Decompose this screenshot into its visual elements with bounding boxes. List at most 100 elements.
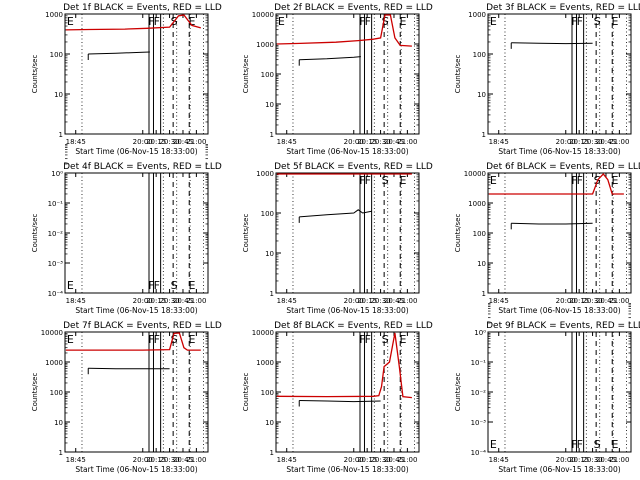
y-tick-label: 1000 — [45, 11, 63, 19]
x-axis-label: Start Time (06-Nov-15 18:33:00) — [498, 465, 620, 474]
lld-series-line — [276, 14, 412, 47]
x-tick-label: 20:45 — [384, 456, 404, 464]
plot-frame — [487, 172, 632, 294]
x-axis-label: Start Time (06-Nov-15 18:33:00) — [75, 147, 197, 156]
chart-panel-6: Det 6f BLACK = Events, RED = LLD 1 10 100 10… — [454, 162, 640, 315]
x-tick-label: 20:45 — [596, 138, 616, 146]
flag-marker-label: F — [359, 15, 365, 28]
flag-marker-label: S — [382, 174, 389, 187]
y-tick-label: 10 — [54, 91, 63, 99]
flag-marker-label: F — [571, 438, 577, 451]
x-tick-label: 20:30 — [582, 297, 602, 305]
y-tick-label: 10⁻⁴ — [48, 290, 64, 298]
x-tick-label: 18:45 — [66, 297, 86, 305]
x-tick-label: 20:00 — [344, 297, 364, 305]
panel-title: Det 6f BLACK = Events, RED = LLD — [486, 162, 640, 172]
flag-marker-label: E — [399, 333, 406, 346]
events-series-line — [88, 367, 170, 370]
x-tick-label: 18:45 — [66, 456, 86, 464]
plot-frame — [275, 13, 420, 135]
y-tick-label: 1000 — [256, 41, 274, 49]
y-tick-label: 10⁻¹ — [471, 359, 487, 367]
y-axis-label: Counts/sec — [242, 373, 250, 412]
y-tick-label: 10⁰ — [51, 170, 63, 178]
y-axis-label: Counts/sec — [242, 214, 250, 253]
y-axis-label: Counts/sec — [454, 373, 462, 412]
x-tick-label: 18:45 — [277, 456, 297, 464]
x-tick-label: 20:00 — [344, 138, 364, 146]
x-tick-label: 21:00 — [186, 456, 206, 464]
flag-marker-label: F — [154, 15, 160, 28]
x-tick-label: 20:15 — [146, 297, 166, 305]
chart-panel-7: Det 7f BLACK = Events, RED = LLD 1 10 100 10… — [31, 321, 222, 474]
x-tick-label: 21:00 — [397, 138, 417, 146]
events-series-line — [299, 400, 381, 403]
x-tick-label: 20:30 — [370, 138, 390, 146]
y-tick-label: 1 — [482, 131, 486, 139]
x-tick-label: 20:30 — [582, 138, 602, 146]
flag-marker-label: F — [571, 174, 577, 187]
y-tick-label: 100 — [473, 51, 486, 59]
lld-series-line — [65, 14, 201, 31]
x-tick-label: 20:00 — [133, 138, 153, 146]
x-tick-label: 20:45 — [596, 456, 616, 464]
x-axis-label: Start Time (06-Nov-15 18:33:00) — [286, 306, 408, 315]
y-tick-label: 1000 — [45, 359, 63, 367]
y-tick-label: 1 — [59, 131, 63, 139]
flag-marker-label: S — [594, 15, 601, 28]
y-tick-label: 10 — [265, 250, 274, 258]
chart-panel-8: Det 8f BLACK = Events, RED = LLD 1 10 100 10… — [242, 321, 433, 474]
x-tick-label: 20:45 — [173, 297, 193, 305]
y-tick-label: 10000 — [252, 329, 274, 337]
chart-panel-2: Det 2f BLACK = Events, RED = LLD 1 10 100 10… — [242, 3, 433, 156]
panel-title: Det 5f BLACK = Events, RED = LLD — [274, 162, 433, 172]
x-tick-label: 20:45 — [173, 456, 193, 464]
x-tick-label: 20:30 — [582, 456, 602, 464]
y-tick-label: 100 — [261, 389, 274, 397]
flag-marker-label: E — [611, 438, 618, 451]
flag-marker-label: F — [577, 15, 583, 28]
x-axis-label: Start Time (06-Nov-15 18:33:00) — [75, 306, 197, 315]
flag-marker-label: F — [148, 279, 154, 292]
flag-marker-label: F — [365, 15, 371, 28]
x-tick-label: 20:30 — [370, 297, 390, 305]
y-tick-label: 1 — [270, 449, 274, 457]
x-tick-label: 21:00 — [186, 297, 206, 305]
x-tick-label: 20:45 — [384, 297, 404, 305]
x-tick-label: 20:45 — [596, 297, 616, 305]
y-tick-label: 10000 — [41, 329, 63, 337]
y-axis-label: Counts/sec — [31, 214, 39, 253]
x-tick-label: 20:15 — [357, 138, 377, 146]
panel-title: Det 9f BLACK = Events, RED = LLD — [486, 321, 640, 331]
plot-frame — [487, 331, 632, 453]
x-tick-label: 20:00 — [556, 456, 576, 464]
flag-marker-label: E — [490, 174, 497, 187]
flag-marker-label: F — [359, 333, 365, 346]
x-tick-label: 20:15 — [569, 138, 589, 146]
y-tick-label: 1000 — [468, 11, 486, 19]
chart-panel-3: Det 3f BLACK = Events, RED = LLD 1 10 100 10… — [454, 3, 640, 156]
events-series-line — [299, 56, 361, 61]
x-axis-label: Start Time (06-Nov-15 18:33:00) — [498, 147, 620, 156]
flag-marker-label: S — [171, 279, 178, 292]
x-tick-label: 20:00 — [556, 138, 576, 146]
x-tick-label: 20:15 — [357, 456, 377, 464]
y-tick-label: 100 — [261, 210, 274, 218]
y-tick-label: 1 — [59, 449, 63, 457]
flag-marker-label: F — [577, 438, 583, 451]
panel-title: Det 2f BLACK = Events, RED = LLD — [274, 3, 433, 13]
y-axis-label: Counts/sec — [31, 373, 39, 412]
panel-title: Det 7f BLACK = Events, RED = LLD — [63, 321, 222, 331]
panel-title: Det 3f BLACK = Events, RED = LLD — [486, 3, 640, 13]
y-tick-label: 10000 — [252, 11, 274, 19]
y-tick-label: 10⁻⁴ — [471, 449, 487, 457]
events-series-line — [299, 209, 372, 218]
y-tick-label: 10⁻² — [48, 230, 64, 238]
x-axis-label: Start Time (06-Nov-15 18:33:00) — [75, 465, 197, 474]
flag-marker-label: E — [67, 279, 74, 292]
x-tick-label: 20:15 — [146, 456, 166, 464]
x-tick-label: 20:00 — [133, 456, 153, 464]
y-tick-label: 10 — [477, 260, 486, 268]
y-tick-label: 1 — [270, 131, 274, 139]
